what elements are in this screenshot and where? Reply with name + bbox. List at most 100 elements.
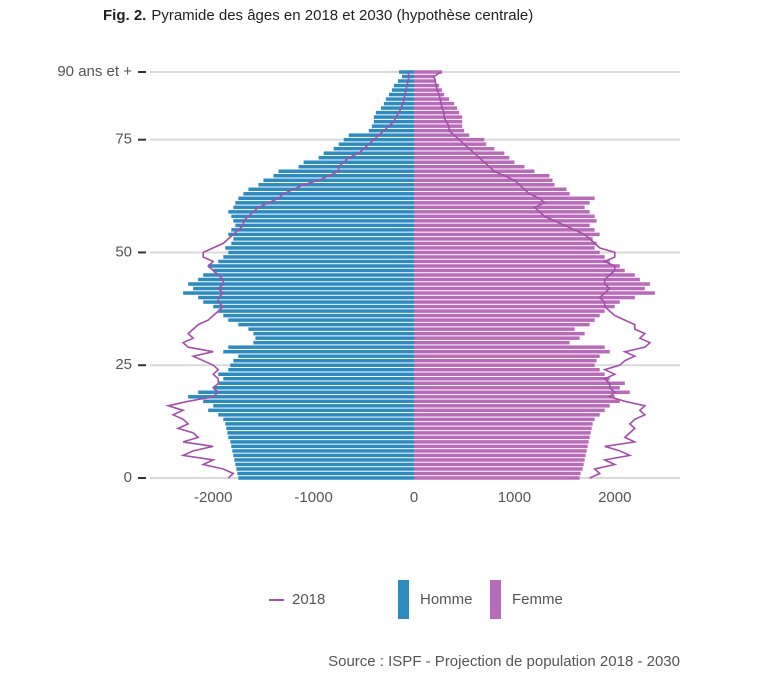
- bar: [380, 106, 414, 110]
- bar: [371, 124, 414, 128]
- bar: [414, 83, 440, 88]
- legend-label: Femme: [512, 591, 563, 608]
- bar: [208, 408, 414, 413]
- bar: [414, 426, 592, 431]
- bar: [233, 205, 414, 210]
- bar: [414, 169, 535, 174]
- chart-title: Fig. 2. Pyramide des âges en 2018 et 2030…: [103, 7, 533, 24]
- bar: [414, 119, 463, 124]
- bar: [414, 259, 610, 264]
- bar: [223, 417, 414, 422]
- bar: [368, 128, 414, 133]
- bar: [414, 192, 570, 196]
- bar: [223, 313, 414, 318]
- y-tick-label: 25: [115, 356, 132, 373]
- x-tick-label: -2000: [194, 489, 232, 506]
- x-tick-label: 1000: [498, 489, 531, 506]
- bar: [414, 174, 550, 178]
- legend-swatch: [490, 580, 501, 619]
- bar: [414, 300, 620, 304]
- bar: [218, 259, 414, 264]
- bar: [414, 462, 584, 467]
- line-2018: [433, 71, 652, 479]
- bar: [414, 250, 600, 255]
- bar: [391, 88, 414, 92]
- bar: [414, 467, 583, 471]
- bar: [230, 363, 414, 367]
- y-tick-label: 0: [124, 469, 132, 486]
- bar: [188, 282, 414, 286]
- bar: [228, 232, 414, 237]
- bar: [218, 381, 414, 386]
- bar: [414, 282, 650, 286]
- bar: [233, 453, 414, 458]
- bar: [231, 444, 414, 449]
- bar: [414, 331, 585, 336]
- bar: [414, 295, 635, 300]
- bar: [414, 155, 510, 160]
- bar: [237, 471, 414, 476]
- bar: [234, 458, 414, 462]
- bar: [414, 363, 595, 367]
- bar: [414, 128, 465, 133]
- bar: [318, 155, 414, 160]
- bar: [414, 241, 597, 246]
- bar: [253, 331, 414, 336]
- bar: [414, 92, 445, 97]
- bar: [393, 83, 414, 88]
- bar: [235, 223, 414, 228]
- bar: [414, 201, 590, 205]
- bar: [303, 160, 414, 164]
- bar: [278, 169, 414, 174]
- bar: [235, 201, 414, 205]
- bar: [213, 304, 414, 309]
- bar: [414, 309, 605, 313]
- bar: [383, 101, 414, 106]
- bar: [233, 219, 414, 223]
- bar: [414, 358, 597, 363]
- line-2018: [164, 71, 410, 479]
- bar: [414, 286, 645, 291]
- bar: [414, 187, 567, 192]
- bar: [414, 142, 487, 146]
- bar: [385, 97, 414, 101]
- legend-label: 2018: [292, 591, 325, 608]
- bar: [236, 467, 414, 471]
- bar: [213, 268, 414, 273]
- bar: [203, 300, 414, 304]
- bar: [375, 110, 414, 115]
- bar: [238, 322, 414, 327]
- bar: [414, 354, 600, 358]
- bar: [198, 277, 414, 282]
- bar: [414, 137, 485, 142]
- bar: [414, 146, 495, 151]
- bar: [213, 404, 414, 408]
- bar: [228, 435, 414, 440]
- bar: [414, 219, 597, 223]
- title-text: Pyramide des âges en 2018 et 2030 (hypot…: [151, 7, 533, 24]
- bar: [228, 210, 414, 214]
- bar: [338, 142, 414, 146]
- bar: [414, 74, 435, 79]
- bar: [255, 336, 414, 340]
- bar: [223, 349, 414, 354]
- bar: [414, 210, 590, 214]
- bar: [414, 345, 605, 349]
- bar: [213, 386, 414, 390]
- bar: [414, 431, 591, 435]
- bar: [414, 422, 593, 426]
- bar: [225, 246, 414, 250]
- bar: [225, 422, 414, 426]
- bar: [248, 327, 414, 331]
- bar: [218, 309, 414, 313]
- bar: [414, 232, 600, 237]
- bar: [298, 164, 414, 169]
- bar: [232, 449, 414, 453]
- bar: [414, 395, 615, 399]
- y-tick-label: 50: [115, 243, 132, 260]
- bar: [414, 115, 463, 119]
- bar: [414, 101, 455, 106]
- bar: [414, 390, 630, 395]
- bar: [414, 453, 586, 458]
- bar: [414, 291, 655, 295]
